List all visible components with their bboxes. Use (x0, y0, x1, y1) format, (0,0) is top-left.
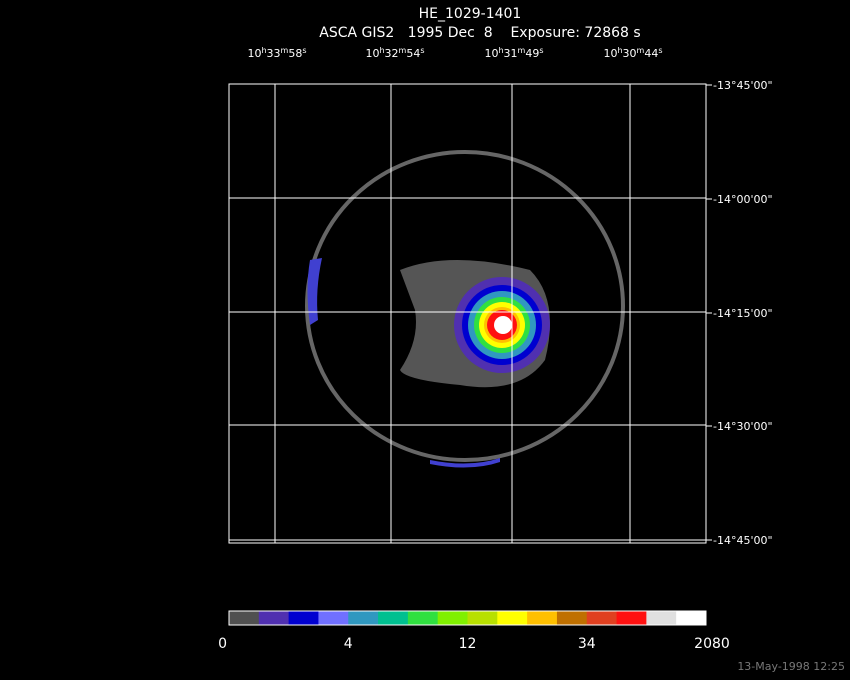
colorbar-label: 0 (218, 636, 227, 652)
title: HE_1029-1401 (419, 6, 522, 22)
colorbar-swatch (556, 611, 588, 625)
colorbar-swatch (646, 611, 677, 625)
ra-label: 10h32m54s (365, 46, 424, 60)
dec-label: -14°00'00" (713, 193, 773, 206)
colorbar-swatch (407, 611, 439, 625)
dec-label: -14°45'00" (713, 534, 773, 547)
ra-label: 10h31m49s (484, 46, 543, 60)
colorbar-swatch (258, 611, 290, 625)
colorbar-swatch (348, 611, 379, 625)
timestamp: 13-May-1998 12:25 (737, 660, 845, 673)
colorbar-label: 12 (459, 636, 477, 652)
colorbar-swatch (378, 611, 409, 625)
colorbar-swatch (497, 611, 528, 625)
edge-emission (430, 458, 500, 468)
colorbar-label: 34 (578, 636, 596, 652)
detector-ring (305, 150, 625, 462)
dec-label: -14°30'00" (713, 420, 773, 433)
ra-label: 10h30m44s (603, 46, 662, 60)
colorbar-frame (228, 610, 707, 626)
colorbar-swatch (676, 611, 707, 625)
colorbar-swatch (318, 611, 349, 625)
colorbar-swatch (616, 611, 647, 625)
coordinate-grid (228, 83, 707, 544)
colorbar-label: 2080 (694, 636, 730, 652)
colorbar-swatch (229, 611, 260, 625)
sky-image (305, 150, 625, 468)
edge-emission (307, 258, 322, 325)
dec-label: -14°15'00" (713, 307, 773, 320)
colorbar-swatch (288, 611, 319, 625)
colorbar-swatch (527, 611, 558, 625)
colorbar-swatch (437, 611, 468, 625)
dec-label: -13°45'00" (713, 79, 773, 92)
colorbar-swatch (586, 611, 618, 625)
ra-label: 10h33m58s (247, 46, 306, 60)
subtitle: ASCA GIS2 1995 Dec 8 Exposure: 72868 s (319, 25, 640, 41)
colorbar-swatch (467, 611, 498, 625)
source-core (494, 316, 512, 334)
colorbar-label: 4 (344, 636, 353, 652)
